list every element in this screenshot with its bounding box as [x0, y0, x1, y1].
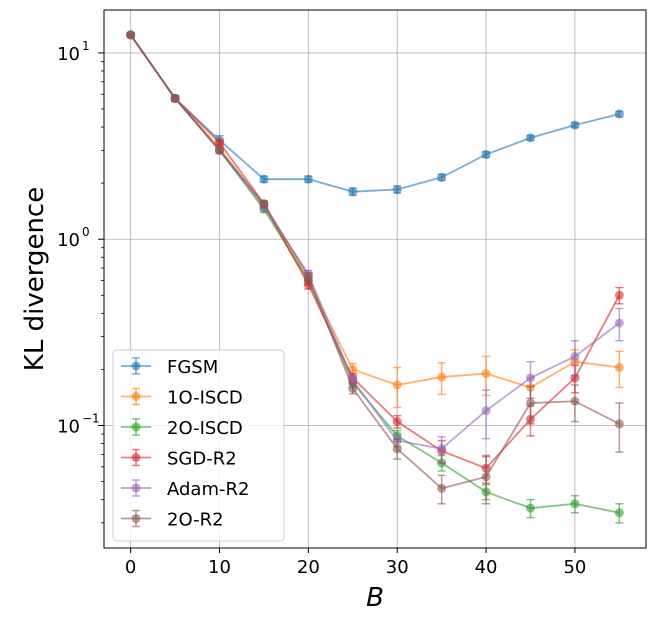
data-point	[392, 184, 402, 194]
x-tick-label: 10	[208, 557, 231, 578]
y-tick-exponent: 1	[82, 39, 90, 53]
legend-label: SGD-R2	[167, 449, 237, 470]
data-point	[215, 138, 225, 148]
data-point	[614, 109, 624, 119]
data-point	[614, 419, 624, 429]
series-line	[129, 34, 621, 470]
data-point	[392, 417, 402, 427]
data-point	[303, 272, 313, 282]
legend-entry-1o-iscd: 1O-ISCD	[121, 388, 243, 409]
x-tick-label: 20	[297, 557, 320, 578]
legend-marker	[131, 422, 141, 432]
plot-frame	[103, 9, 647, 549]
legend-label: 1O-ISCD	[167, 388, 243, 409]
x-tick-label: 0	[125, 557, 136, 578]
data-point	[481, 406, 491, 416]
legend-entry-2o-iscd: 2O-ISCD	[121, 418, 243, 439]
legend-box	[112, 349, 285, 542]
series-line	[129, 34, 620, 389]
legend-entry-fgsm: FGSM	[121, 357, 218, 378]
x-axis-label: B	[366, 583, 384, 613]
legend-label: Adam-R2	[167, 479, 249, 500]
data-point	[348, 383, 358, 393]
data-point	[259, 199, 269, 209]
data-point	[348, 187, 358, 197]
data-point	[570, 351, 580, 361]
data-point	[614, 318, 624, 328]
series-line	[129, 34, 620, 490]
y-tick-exponent: 0	[82, 225, 90, 239]
legend-marker	[131, 361, 141, 371]
legend-label: 2O-R2	[167, 510, 224, 531]
y-tick-exponent: −1	[82, 412, 100, 426]
data-point	[614, 290, 624, 300]
y-axis-label: KL divergence	[20, 187, 50, 371]
y-tick-label: 10	[57, 230, 80, 251]
data-point	[481, 369, 491, 379]
data-point	[170, 93, 180, 103]
series-fgsm	[126, 30, 624, 197]
y-tick-label: 10	[57, 417, 80, 438]
data-point	[303, 174, 313, 184]
data-point	[570, 120, 580, 130]
data-point	[525, 133, 535, 143]
legend-label: 2O-ISCD	[167, 418, 243, 439]
legend-entry-2o-r2: 2O-R2	[121, 510, 224, 531]
data-point	[392, 380, 402, 390]
data-point	[437, 483, 447, 493]
data-point	[437, 444, 447, 454]
data-point	[259, 174, 269, 184]
legend-marker	[131, 483, 141, 493]
x-tick-label: 50	[563, 557, 586, 578]
data-point	[525, 398, 535, 408]
series-layer	[126, 30, 624, 524]
data-point	[215, 145, 225, 155]
legend-marker	[131, 453, 141, 462]
data-point	[437, 172, 447, 182]
series-line	[129, 34, 620, 193]
data-point	[570, 499, 580, 509]
legend-label: FGSM	[167, 357, 218, 378]
data-point	[437, 372, 447, 382]
data-point	[481, 472, 491, 482]
data-point	[525, 373, 535, 383]
legend-marker	[131, 392, 141, 401]
data-point	[126, 30, 136, 40]
y-tick-label: 10	[57, 44, 80, 65]
data-point	[570, 396, 580, 406]
data-point	[614, 508, 624, 518]
data-point	[392, 444, 402, 454]
legend-entry-sgd-r2: SGD-R2	[121, 449, 237, 470]
legend-entry-adam-r2: Adam-R2	[121, 479, 249, 500]
legend-marker	[131, 514, 141, 523]
series-2o-r2	[126, 30, 624, 505]
data-point	[525, 503, 535, 513]
x-tick-label: 40	[475, 557, 498, 578]
legend: FGSM 1O-ISCD 2O-ISCD SGD-R2 Adam-R2 2O-R2	[112, 349, 285, 542]
x-tick-label: 30	[386, 557, 409, 578]
data-point	[481, 149, 491, 159]
data-point	[614, 362, 624, 372]
